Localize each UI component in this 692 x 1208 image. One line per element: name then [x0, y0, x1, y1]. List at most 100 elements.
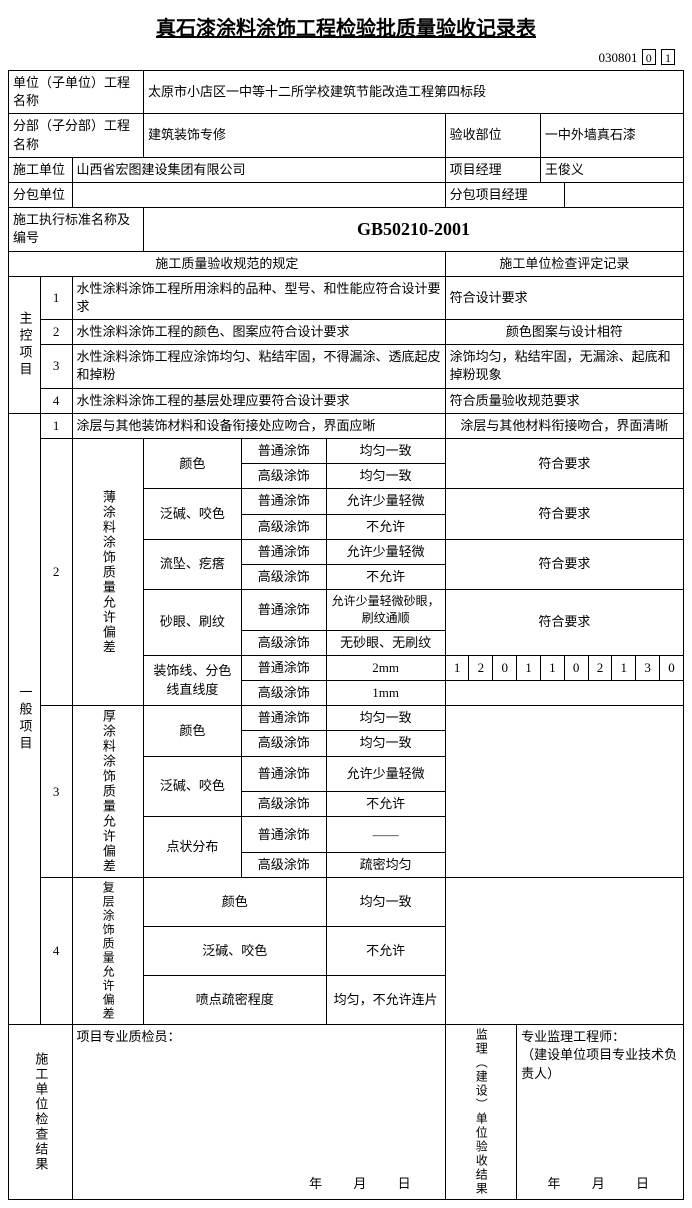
sub-type: 高级涂饰	[241, 731, 326, 756]
sub-type: 高级涂饰	[241, 853, 326, 878]
row-no: 1	[40, 276, 72, 319]
empty	[445, 681, 683, 706]
num: 3	[636, 655, 660, 680]
item-name: 砂眼、刷纹	[143, 590, 241, 656]
label: 施工执行标准名称及编号	[9, 208, 144, 251]
num: 1	[612, 655, 636, 680]
item-name: 颜色	[143, 439, 241, 489]
sub-val: 不允许	[326, 792, 445, 817]
num: 0	[493, 655, 517, 680]
sig-left-text: 项目专业质检员：	[77, 1028, 441, 1046]
sub-val: 2mm	[326, 655, 445, 680]
num: 0	[659, 655, 683, 680]
item-name: 颜色	[143, 706, 241, 756]
sig-right-text1: 专业监理工程师：	[521, 1028, 679, 1046]
sig-mid-label: 监理（建设）单位验收结果	[445, 1025, 516, 1200]
row-no: 2	[40, 320, 72, 345]
row-no: 3	[40, 706, 72, 878]
sub-val: 1mm	[326, 681, 445, 706]
check: 符合设计要求	[445, 276, 683, 319]
section-general: 一般项目	[9, 413, 41, 1024]
check: 符合要求	[445, 489, 683, 539]
sub-val: 疏密均匀	[326, 853, 445, 878]
row-no: 1	[40, 413, 72, 438]
empty	[445, 878, 683, 1025]
docnum-prefix: 030801	[599, 50, 638, 65]
sig-right-area: 专业监理工程师： （建设单位项目专业技术负责人） 年 月 日	[517, 1025, 684, 1200]
num: 1	[445, 655, 469, 680]
sub-type: 普通涂饰	[241, 590, 326, 631]
label: 分包项目经理	[445, 182, 564, 207]
col-header-spec: 施工质量验收规范的规定	[9, 251, 446, 276]
sub-type: 普通涂饰	[241, 756, 326, 792]
value: 太原市小店区一中等十二所学校建筑节能改造工程第四标段	[143, 71, 683, 114]
sub-val: 允许少量轻微	[326, 756, 445, 792]
spec: 水性涂料涂饰工程所用涂料的品种、型号、和性能应符合设计要求	[72, 276, 445, 319]
num: 1	[540, 655, 564, 680]
sub-type: 普通涂饰	[241, 706, 326, 731]
row-no: 2	[40, 439, 72, 706]
sub-val: ——	[326, 817, 445, 853]
section-main: 主控项目	[9, 276, 41, 413]
label: 分部（子分部）工程名称	[9, 114, 144, 157]
group-label: 厚涂料涂饰质量允许偏差	[72, 706, 143, 878]
sub-type: 高级涂饰	[241, 514, 326, 539]
check: 符合要求	[445, 439, 683, 489]
sig-left-area: 项目专业质检员： 年 月 日	[72, 1025, 445, 1200]
page-title: 真石漆涂料涂饰工程检验批质量验收记录表	[8, 12, 684, 41]
value: 建筑装饰专修	[143, 114, 445, 157]
sub-val: 均匀，不允许连片	[326, 976, 445, 1025]
sub-val: 均匀一致	[326, 439, 445, 464]
item-name: 装饰线、分色线直线度	[143, 655, 241, 705]
num: 0	[564, 655, 588, 680]
item-name: 流坠、疙瘩	[143, 539, 241, 589]
sub-val: 均匀一致	[326, 706, 445, 731]
item-name: 泛碱、咬色	[143, 756, 241, 817]
group-label: 复层涂饰质量允许偏差	[72, 878, 143, 1025]
sub-type: 普通涂饰	[241, 489, 326, 514]
check: 符合质量验收规范要求	[445, 388, 683, 413]
spec: 水性涂料涂饰工程应涂饰均匀、粘结牢固，不得漏涂、透底起皮和掉粉	[72, 345, 445, 388]
sub-type: 高级涂饰	[241, 792, 326, 817]
num: 2	[588, 655, 612, 680]
sub-val: 允许少量轻微	[326, 489, 445, 514]
sig-date: 年 月 日	[309, 1175, 425, 1193]
value: 山西省宏图建设集团有限公司	[72, 157, 445, 182]
sub-val: 允许少量轻微	[326, 539, 445, 564]
label: 施工单位	[9, 157, 73, 182]
sub-val: 不允许	[326, 927, 445, 976]
sub-val: 均匀一致	[326, 731, 445, 756]
label: 分包单位	[9, 182, 73, 207]
main-table: 单位（子单位）工程名称 太原市小店区一中等十二所学校建筑节能改造工程第四标段 分…	[8, 70, 684, 1200]
sub-type: 普通涂饰	[241, 439, 326, 464]
sub-type: 高级涂饰	[241, 681, 326, 706]
check: 涂层与其他材料衔接吻合，界面清晰	[445, 413, 683, 438]
value: 王俊义	[540, 157, 683, 182]
empty	[445, 706, 683, 878]
sub-val: 均匀一致	[326, 878, 445, 927]
num: 1	[517, 655, 541, 680]
sub-val: 均匀一致	[326, 464, 445, 489]
spec: 水性涂料涂饰工程的颜色、图案应符合设计要求	[72, 320, 445, 345]
sig-date: 年 月 日	[547, 1175, 663, 1193]
value	[564, 182, 683, 207]
row-no: 4	[40, 878, 72, 1025]
group-label: 薄涂料涂饰质量允许偏差	[72, 439, 143, 706]
sub-val: 不允许	[326, 564, 445, 589]
item-name: 泛碱、咬色	[143, 927, 326, 976]
sig-right-text2: （建设单位项目专业技术负责人）	[521, 1046, 679, 1082]
doc-number: 030801 0 1	[8, 49, 676, 66]
check: 涂饰均匀，粘结牢固，无漏涂、起底和掉粉现象	[445, 345, 683, 388]
sub-val: 不允许	[326, 514, 445, 539]
sub-type: 普通涂饰	[241, 539, 326, 564]
sub-type: 高级涂饰	[241, 564, 326, 589]
standard-code: GB50210-2001	[143, 208, 683, 251]
sub-type: 普通涂饰	[241, 655, 326, 680]
docnum-box: 1	[661, 49, 675, 65]
spec: 水性涂料涂饰工程的基层处理应要符合设计要求	[72, 388, 445, 413]
label: 项目经理	[445, 157, 540, 182]
sub-type: 普通涂饰	[241, 817, 326, 853]
value: 一中外墙真石漆	[540, 114, 683, 157]
check: 符合要求	[445, 590, 683, 656]
row-no: 4	[40, 388, 72, 413]
